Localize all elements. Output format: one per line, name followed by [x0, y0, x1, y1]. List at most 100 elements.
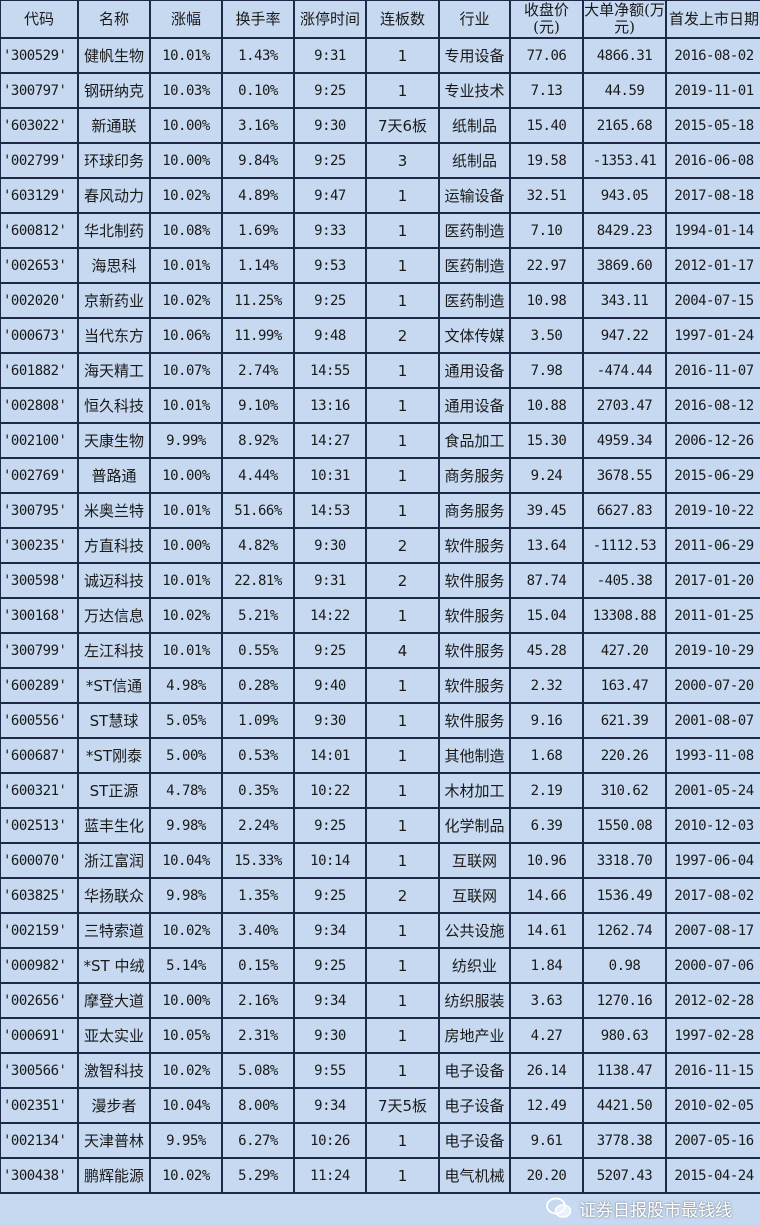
- cell-code: '000691': [0, 1017, 79, 1054]
- cell-streak: 1: [365, 37, 440, 74]
- cell-net-amount: 5207.43: [582, 1157, 667, 1194]
- table-row: '300566' 激智科技 10.02% 5.08% 9:55 1 电子设备 26.14 113…: [0, 1052, 760, 1089]
- cell-limit-time: 11:24: [293, 1157, 367, 1194]
- cell-streak: 1: [365, 982, 440, 1019]
- cell-streak: 2: [365, 527, 440, 564]
- cell-close: 22.97: [509, 247, 584, 284]
- cell-streak: 1: [365, 737, 440, 774]
- cell-turnover: 5.08%: [221, 1052, 295, 1089]
- cell-listing-date: 2011-06-29: [665, 527, 760, 564]
- cell-industry: 其他制造: [438, 737, 511, 774]
- cell-turnover: 1.09%: [221, 702, 295, 739]
- cell-turnover: 3.40%: [221, 912, 295, 949]
- cell-limit-time: 14:27: [293, 422, 367, 459]
- cell-code: '600070': [0, 842, 79, 879]
- cell-turnover: 15.33%: [221, 842, 295, 879]
- cell-turnover: 0.28%: [221, 667, 295, 704]
- cell-limit-time: 9:34: [293, 982, 367, 1019]
- header-net-amount: 大单净额(万元): [582, 0, 667, 39]
- table-row: '002100' 天康生物 9.99% 8.92% 14:27 1 食品加工 15.30 495…: [0, 422, 760, 459]
- cell-listing-date: 1994-01-14: [665, 212, 760, 249]
- cell-streak: 1: [365, 1122, 440, 1159]
- cell-net-amount: 8429.23: [582, 212, 667, 249]
- cell-code: '600321': [0, 772, 79, 809]
- cell-net-amount: 1536.49: [582, 877, 667, 914]
- cell-change: 10.02%: [149, 282, 223, 319]
- cell-streak: 1: [365, 352, 440, 389]
- cell-listing-date: 2016-06-08: [665, 142, 760, 179]
- cell-listing-date: 1997-02-28: [665, 1017, 760, 1054]
- table-row: '600687' *ST刚泰 5.00% 0.53% 14:01 1 其他制造 1.68 220…: [0, 737, 760, 774]
- cell-listing-date: 2016-08-12: [665, 387, 760, 424]
- cell-streak: 1: [365, 1157, 440, 1194]
- cell-limit-time: 9:47: [293, 177, 367, 214]
- table-row: '603022' 新通联 10.00% 3.16% 9:30 7天6板 纸制品 15.40 21…: [0, 107, 760, 144]
- cell-turnover: 0.10%: [221, 72, 295, 109]
- cell-change: 10.02%: [149, 912, 223, 949]
- cell-streak: 1: [365, 597, 440, 634]
- cell-close: 1.84: [509, 947, 584, 984]
- cell-name: 华扬联众: [77, 877, 151, 914]
- cell-code: '300799': [0, 632, 79, 669]
- table-row: '002513' 蓝丰生化 9.98% 2.24% 9:25 1 化学制品 6.39 1550.…: [0, 807, 760, 844]
- cell-listing-date: 2016-08-02: [665, 37, 760, 74]
- cell-listing-date: 2012-02-28: [665, 982, 760, 1019]
- watermark: 证券日报股市最钱线: [545, 1195, 732, 1221]
- cell-limit-time: 9:25: [293, 632, 367, 669]
- cell-turnover: 1.35%: [221, 877, 295, 914]
- cell-turnover: 4.89%: [221, 177, 295, 214]
- cell-streak: 1: [365, 177, 440, 214]
- cell-code: '300168': [0, 597, 79, 634]
- table-row: '002808' 恒久科技 10.01% 9.10% 13:16 1 通用设备 10.88 27…: [0, 387, 760, 424]
- cell-streak: 1: [365, 702, 440, 739]
- cell-listing-date: 2010-12-03: [665, 807, 760, 844]
- cell-change: 5.14%: [149, 947, 223, 984]
- cell-name: 左江科技: [77, 632, 151, 669]
- cell-listing-date: 2004-07-15: [665, 282, 760, 319]
- cell-net-amount: 163.47: [582, 667, 667, 704]
- cell-industry: 电子设备: [438, 1052, 511, 1089]
- cell-industry: 互联网: [438, 877, 511, 914]
- cell-close: 39.45: [509, 492, 584, 529]
- cell-close: 87.74: [509, 562, 584, 599]
- table-row: '600070' 浙江富润 10.04% 15.33% 10:14 1 互联网 10.96 33…: [0, 842, 760, 879]
- cell-streak: 7天6板: [365, 107, 440, 144]
- table-row: '300799' 左江科技 10.01% 0.55% 9:25 4 软件服务 45.28 427…: [0, 632, 760, 669]
- table-row: '600556' ST慧球 5.05% 1.09% 9:30 1 软件服务 9.16 621.3…: [0, 702, 760, 739]
- cell-change: 9.98%: [149, 877, 223, 914]
- cell-name: 激智科技: [77, 1052, 151, 1089]
- cell-close: 19.58: [509, 142, 584, 179]
- cell-industry: 电气机械: [438, 1157, 511, 1194]
- cell-industry: 软件服务: [438, 562, 511, 599]
- header-streak: 连板数: [365, 0, 440, 39]
- cell-net-amount: 4421.50: [582, 1087, 667, 1124]
- cell-limit-time: 13:16: [293, 387, 367, 424]
- cell-close: 2.32: [509, 667, 584, 704]
- cell-streak: 2: [365, 562, 440, 599]
- cell-turnover: 5.29%: [221, 1157, 295, 1194]
- table-row: '601882' 海天精工 10.07% 2.74% 14:55 1 通用设备 7.98 -47…: [0, 352, 760, 389]
- cell-turnover: 3.16%: [221, 107, 295, 144]
- cell-listing-date: 2015-05-18: [665, 107, 760, 144]
- cell-close: 13.64: [509, 527, 584, 564]
- cell-limit-time: 14:53: [293, 492, 367, 529]
- cell-name: 米奥兰特: [77, 492, 151, 529]
- cell-name: 天康生物: [77, 422, 151, 459]
- cell-net-amount: 1262.74: [582, 912, 667, 949]
- cell-industry: 医药制造: [438, 212, 511, 249]
- cell-turnover: 0.55%: [221, 632, 295, 669]
- cell-industry: 通用设备: [438, 352, 511, 389]
- cell-industry: 纺织服装: [438, 982, 511, 1019]
- cell-code: '601882': [0, 352, 79, 389]
- cell-close: 7.13: [509, 72, 584, 109]
- cell-streak: 1: [365, 492, 440, 529]
- cell-turnover: 11.99%: [221, 317, 295, 354]
- table-row: '300235' 方直科技 10.00% 4.82% 9:30 2 软件服务 13.64 -11…: [0, 527, 760, 564]
- cell-listing-date: 2007-05-16: [665, 1122, 760, 1159]
- cell-industry: 专业技术: [438, 72, 511, 109]
- cell-close: 7.98: [509, 352, 584, 389]
- cell-streak: 1: [365, 947, 440, 984]
- cell-change: 9.99%: [149, 422, 223, 459]
- cell-name: 当代东方: [77, 317, 151, 354]
- cell-change: 10.01%: [149, 492, 223, 529]
